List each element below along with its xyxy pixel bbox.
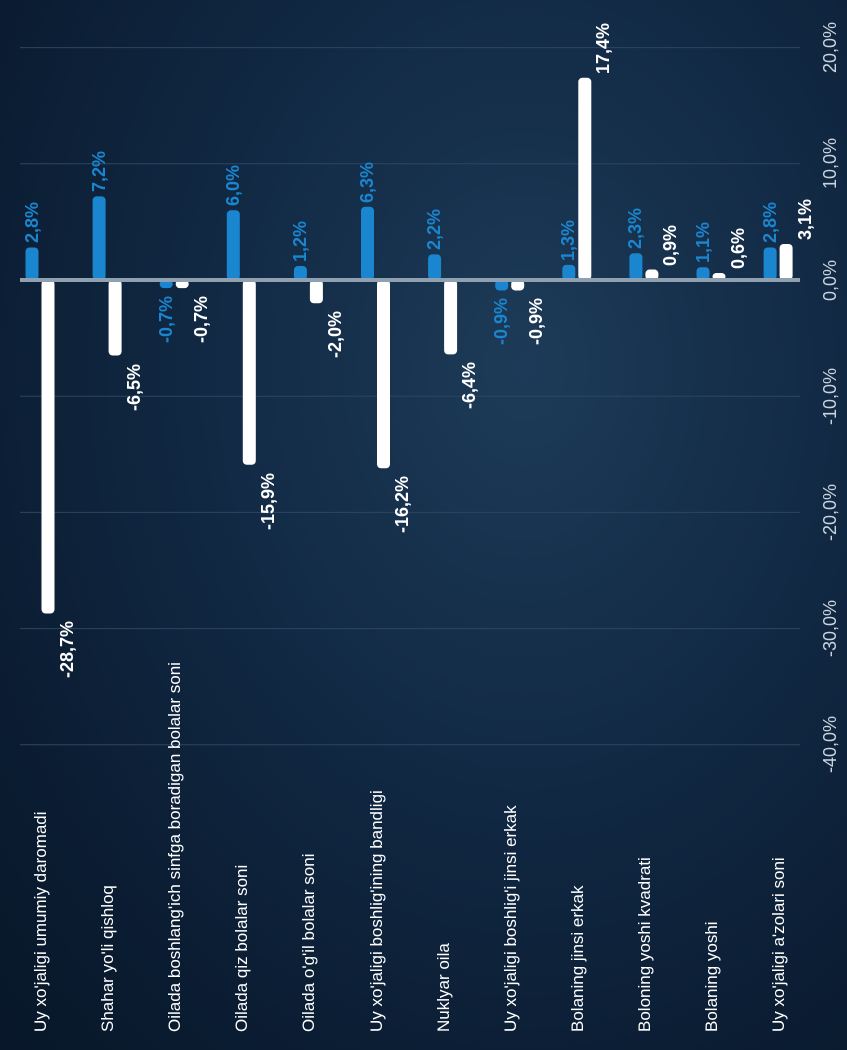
value-label-white: -16,2%	[392, 476, 412, 534]
bar-white	[578, 77, 592, 280]
bar-white	[444, 280, 458, 355]
category-label: Uy xo'jaligi umumiy daromadi	[31, 811, 50, 1032]
x-tick-label: -30,0%	[820, 600, 840, 658]
value-label-white: -0,9%	[526, 298, 547, 346]
value-label-blue: 6,0%	[222, 165, 243, 207]
bar-blue	[361, 206, 374, 280]
value-label-white: 0,9%	[660, 224, 681, 266]
value-label-white: 17,4%	[593, 22, 614, 74]
category-label: Oilada qiz bolalar soni	[232, 864, 252, 1032]
bar-blue	[92, 196, 106, 280]
value-label-blue: 7,2%	[88, 151, 109, 193]
value-label-white: -28,7%	[56, 621, 77, 679]
value-label-blue: 2,3%	[625, 208, 646, 250]
bar-white	[645, 269, 659, 280]
bar-blue	[226, 210, 240, 280]
bar-white	[242, 280, 256, 465]
bar-blue	[629, 253, 643, 280]
category-label: Bolaning yoshi	[702, 921, 721, 1032]
bar-blue	[495, 280, 509, 291]
bar-white	[175, 280, 189, 289]
value-label-blue: 6,3%	[357, 161, 377, 203]
value-label-white: -6,4%	[459, 362, 480, 410]
value-label-white: -2,0%	[324, 311, 345, 359]
value-label-white: -6,5%	[123, 363, 144, 411]
category-label: Shahar yo'li qishloq	[98, 885, 118, 1032]
bar-blue	[763, 247, 777, 280]
bar-blue	[562, 264, 576, 280]
x-tick-label: -10,0%	[820, 367, 840, 425]
bar-blue	[696, 267, 710, 280]
value-label-blue: -0,7%	[155, 296, 176, 344]
bar-blue	[428, 254, 442, 280]
x-tick-label: 20,0%	[820, 22, 840, 74]
x-tick-label: 10,0%	[820, 138, 840, 190]
value-label-blue: 1,2%	[289, 221, 310, 263]
bar-blue	[159, 280, 173, 289]
value-label-blue: 1,3%	[558, 219, 579, 261]
category-label: Oilada o'g'il bolalar soni	[299, 853, 319, 1032]
bar-white	[41, 280, 55, 614]
category-label: Uy xo'jaligi boshlig'i jinsi erkak	[500, 805, 520, 1032]
bar-white	[108, 280, 122, 356]
x-tick-label: -40,0%	[820, 716, 840, 774]
value-label-blue: 2,2%	[424, 209, 445, 251]
bar-white	[511, 280, 525, 291]
value-label-white: -0,7%	[190, 296, 211, 344]
bar-white	[309, 280, 323, 304]
category-label: Nuklyar oila	[433, 943, 453, 1032]
value-label-blue: 2,8%	[759, 202, 780, 244]
value-label-blue: 2,8%	[21, 202, 42, 244]
category-label: Uy xo'jaligi boshlig'ining bandligi	[366, 790, 386, 1032]
bar-blue	[25, 247, 39, 280]
value-label-white: 0,6%	[727, 227, 748, 270]
value-label-blue: 1,1%	[692, 222, 713, 264]
bar-blue	[293, 266, 307, 280]
bar-white	[779, 243, 793, 280]
category-label: Boloning yoshi kvadrati	[634, 857, 654, 1032]
value-label-white: 3,1%	[794, 198, 815, 240]
category-label: Bolaning jinsi erkak	[567, 885, 587, 1032]
category-label: Oilada boshlang'ich sinfga boradigan bol…	[165, 662, 185, 1032]
value-label-white: -15,9%	[257, 472, 278, 530]
category-label: Uy xo'jaligi a'zolari soni	[769, 857, 789, 1032]
bar-white	[377, 280, 390, 469]
value-label-blue: -0,9%	[491, 298, 512, 346]
x-tick-label: -20,0%	[820, 483, 840, 541]
x-tick-label: 0,0%	[820, 259, 840, 301]
